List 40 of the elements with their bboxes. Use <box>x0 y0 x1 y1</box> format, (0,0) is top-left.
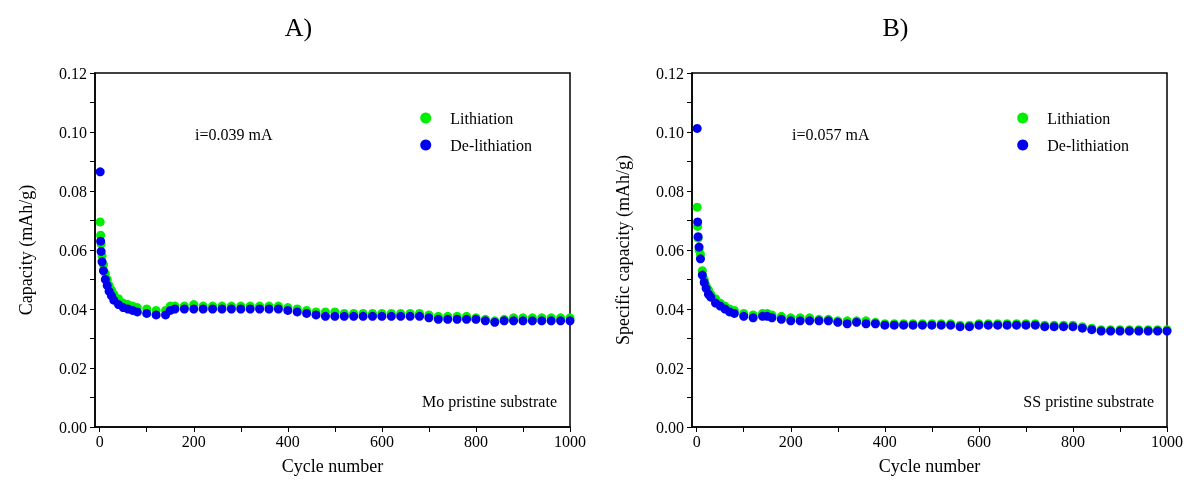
x-tick-label: 600 <box>966 432 991 450</box>
y-axis-title: Capacity (mAh/g) <box>16 184 37 316</box>
x-tick-label: 1000 <box>1151 432 1183 450</box>
y-tick-label: 0.08 <box>656 182 684 200</box>
y-tick-label: 0.10 <box>59 123 87 141</box>
x-tick-label: 800 <box>463 432 488 450</box>
y-tick-label: 0.12 <box>59 64 87 82</box>
y-tick-label: 0.02 <box>59 359 87 377</box>
y-tick-label: 0.04 <box>656 300 684 318</box>
x-tick-label: 200 <box>778 432 803 450</box>
x-tick-label: 600 <box>369 432 394 450</box>
x-tick-label: 400 <box>275 432 300 450</box>
y-tick-label: 0.00 <box>656 418 684 436</box>
legend-label: De-lithiation <box>1047 136 1130 154</box>
y-tick-label: 0.02 <box>656 359 684 377</box>
y-tick-label: 0.08 <box>59 182 87 200</box>
x-tick-label: 400 <box>872 432 897 450</box>
legend-label: Lithiation <box>450 109 514 127</box>
x-axis-title: Cycle number <box>878 456 981 476</box>
x-tick-label: 1000 <box>554 432 586 450</box>
annotation: SS pristine substrate <box>1023 392 1155 411</box>
x-axis-title: Cycle number <box>281 456 384 476</box>
x-tick-label: 200 <box>181 432 206 450</box>
y-tick-label: 0.12 <box>656 64 684 82</box>
y-tick-label: 0.04 <box>59 300 87 318</box>
y-tick-label: 0.06 <box>656 241 684 259</box>
x-tick-label: 800 <box>1060 432 1085 450</box>
annotation: Mo pristine substrate <box>421 392 557 411</box>
legend-label: Lithiation <box>1047 109 1111 127</box>
annotation: i=0.057 mA <box>792 125 870 143</box>
chart-title: A) <box>284 12 313 42</box>
y-tick-label: 0.10 <box>656 123 684 141</box>
legend-label: De-lithiation <box>450 136 533 154</box>
chart-title: B) <box>882 12 909 42</box>
y-axis-title: Specific capacity (mAh/g) <box>613 155 634 345</box>
y-tick-label: 0.06 <box>59 241 87 259</box>
x-tick-label: 0 <box>692 432 701 450</box>
x-tick-label: 0 <box>95 432 104 450</box>
y-tick-label: 0.00 <box>59 418 87 436</box>
annotation: i=0.039 mA <box>195 125 273 143</box>
